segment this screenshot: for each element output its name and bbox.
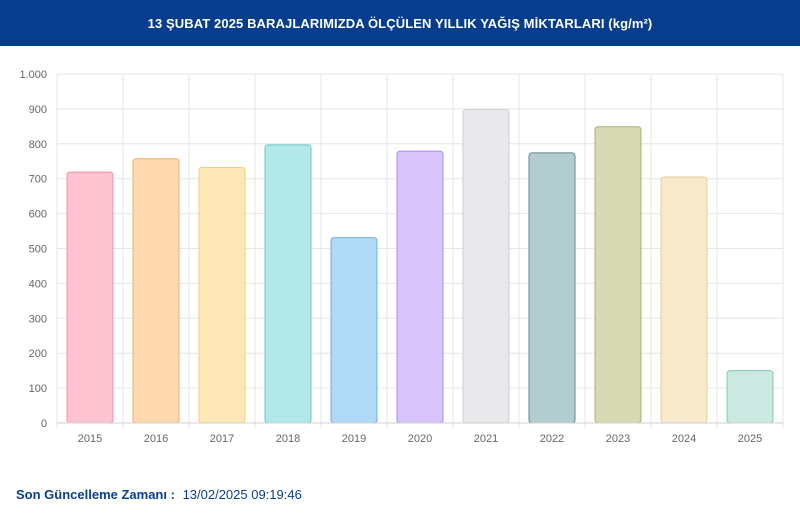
last-update-label: Son Güncelleme Zamanı : [16,487,175,502]
x-tick-label: 2019 [342,433,366,445]
bar-2016[interactable] [132,158,180,424]
x-tick-label: 2017 [210,433,234,445]
bar-2017[interactable] [198,167,246,424]
x-tick-label: 2023 [606,433,630,445]
y-tick-label: 500 [29,244,47,256]
chart-header: 13 ŞUBAT 2025 BARAJLARIMIZDA ÖLÇÜLEN YIL… [0,0,800,46]
x-tick-label: 2018 [276,433,300,445]
x-tick-label: 2021 [474,433,498,445]
last-update: Son Güncelleme Zamanı : 13/02/2025 09:19… [16,487,302,502]
last-update-value: 13/02/2025 09:19:46 [182,487,302,502]
bar-2019[interactable] [330,237,378,424]
x-tick-label: 2024 [672,433,696,445]
y-tick-label: 300 [29,313,47,325]
y-tick-label: 0 [41,418,47,430]
bar-2018[interactable] [264,144,312,424]
bar-2020[interactable] [396,150,444,424]
y-tick-label: 800 [29,139,47,151]
y-tick-label: 1.000 [19,69,47,81]
bar-2025[interactable] [726,370,774,424]
y-tick-label: 400 [29,278,47,290]
x-tick-label: 2015 [78,433,102,445]
bar-2015[interactable] [66,171,114,424]
x-tick-label: 2016 [144,433,168,445]
chart-area: 0 100 200 300 400 500 600 700 800 900 1.000 2015 201… [0,60,800,460]
y-tick-label: 900 [29,104,47,116]
y-tick-label: 600 [29,209,47,221]
chart-title: 13 ŞUBAT 2025 BARAJLARIMIZDA ÖLÇÜLEN YIL… [147,15,653,31]
bar-2023[interactable] [594,126,642,424]
bar-chart: 0 100 200 300 400 500 600 700 800 900 1.000 2015 201… [19,69,784,445]
x-tick-label: 2020 [408,433,432,445]
x-tick-label: 2022 [540,433,564,445]
bar-2021[interactable] [462,109,510,424]
y-tick-label: 100 [29,383,47,395]
bar-2022[interactable] [528,152,576,424]
y-tick-label: 700 [29,174,47,186]
bar-2024[interactable] [660,176,708,424]
y-tick-label: 200 [29,348,47,360]
x-tick-label: 2025 [738,433,762,445]
